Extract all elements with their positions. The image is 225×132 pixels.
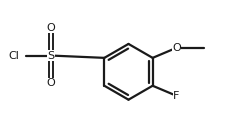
Text: Cl: Cl — [8, 51, 19, 61]
Text: O: O — [171, 43, 180, 53]
Text: F: F — [173, 91, 179, 101]
Text: S: S — [47, 51, 54, 61]
Text: O: O — [46, 23, 55, 33]
Text: O: O — [46, 78, 55, 88]
